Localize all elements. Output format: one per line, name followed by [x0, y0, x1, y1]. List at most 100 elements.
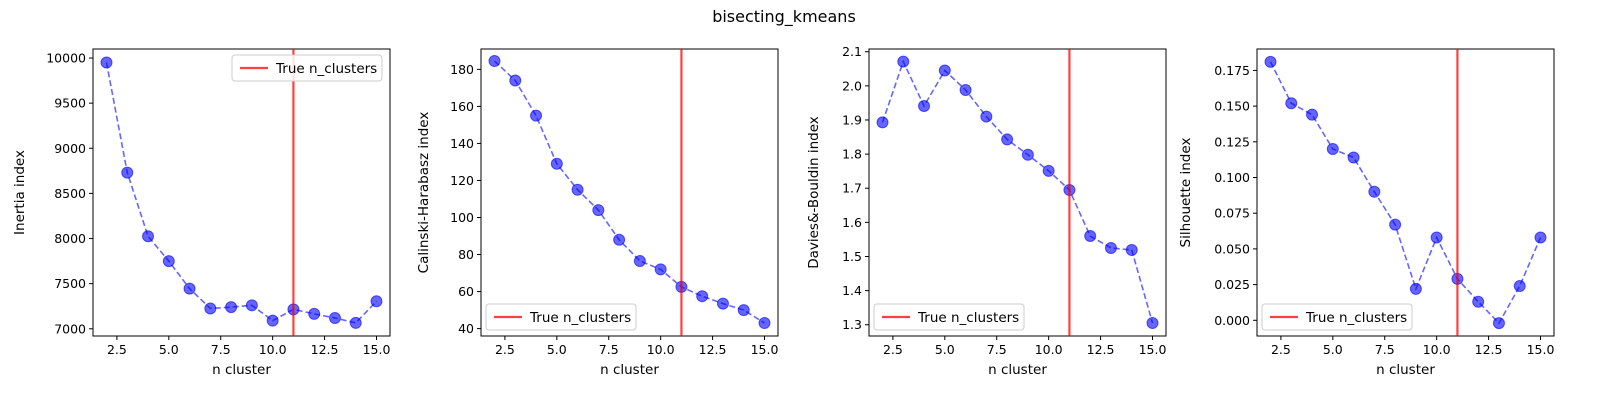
chart-2-y-tick-label: 1.9 [842, 112, 862, 127]
chart-0-data-point [121, 166, 134, 179]
chart-0-data-point [328, 311, 341, 324]
chart-3-y-tick-label: 0.050 [1214, 241, 1250, 256]
chart-2-data-point [1084, 230, 1097, 243]
chart-2-axes-frame [868, 48, 1167, 337]
chart-0-x-tick-label: 12.5 [311, 342, 339, 357]
chart-1-y-tick-label: 40 [458, 321, 474, 336]
chart-2-y-axis-label: Davies&-Bouldin index [806, 116, 822, 269]
chart-0-y-tick-label: 9500 [54, 96, 86, 111]
chart-3-x-axis-label: n cluster [1376, 362, 1435, 378]
chart-1-data-point [488, 55, 501, 68]
chart-1-legend-label: True n_clusters [529, 310, 631, 326]
chart-0-data-point [245, 299, 258, 312]
chart-1-data-point [696, 290, 709, 303]
chart-3-data-point [1306, 108, 1319, 121]
chart-2-y-tick-label: 1.7 [842, 181, 862, 196]
chart-3-x-tick-label: 2.5 [1271, 342, 1291, 357]
chart-1-y-tick-label: 160 [450, 99, 474, 114]
chart-1-data-point [737, 304, 750, 317]
chart-2-y-tick-label: 1.8 [842, 147, 862, 162]
chart-2-data-point [1001, 133, 1014, 146]
chart-0-x-axis-label: n cluster [212, 362, 271, 378]
chart-3-y-axis-label: Silhouette index [1178, 138, 1194, 248]
chart-3-x-tick-label: 7.5 [1375, 342, 1395, 357]
chart-3-data-point [1513, 280, 1526, 293]
chart-0-x-tick-label: 2.5 [107, 342, 127, 357]
chart-2-data-point [980, 110, 993, 123]
chart-2-data-point [938, 64, 951, 77]
chart-0-legend-label: True n_clusters [275, 61, 377, 77]
chart-3-y-tick-label: 0.150 [1214, 99, 1250, 114]
chart-0-data-point [308, 307, 321, 320]
chart-3-data-point [1326, 142, 1339, 155]
chart-3-axes-frame [1256, 48, 1555, 337]
chart-1-data-point [509, 74, 522, 87]
inertia-chart: 2.5 5.0 7.5 10.0 12.5 15.0 7000 7500 8000 8500 900… [12, 48, 391, 378]
chart-1-x-tick-label: 10.0 [647, 342, 675, 357]
chart-2-data-point [959, 83, 972, 96]
chart-0-y-tick-label: 8500 [54, 186, 86, 201]
chart-0-data-point [204, 302, 217, 315]
chart-2-data-point [918, 99, 931, 112]
chart-1-y-tick-label: 120 [450, 173, 474, 188]
chart-2-y-tick-label: 1.6 [842, 215, 862, 230]
chart-2-x-axis-label: n cluster [988, 362, 1047, 378]
chart-0-data-point [266, 314, 279, 327]
silhouette-chart: 2.5 5.0 7.5 10.0 12.5 15.0 0.000 0.025 0.050 0.07… [1178, 48, 1555, 378]
chart-0-legend: True n_clusters [231, 54, 383, 82]
chart-0-y-tick-label: 7000 [54, 321, 86, 336]
calinski-harabasz-chart: 2.5 5.0 7.5 10.0 12.5 15.0 40 60 80 100 120 140 160 1… [416, 48, 779, 378]
chart-3-y-tick-label: 0.100 [1214, 170, 1250, 185]
chart-3-y-tick-label: 0.075 [1214, 206, 1250, 221]
chart-1-data-point [633, 255, 646, 268]
chart-3-data-point [1472, 295, 1485, 308]
chart-1-x-tick-label: 12.5 [699, 342, 727, 357]
chart-0-y-tick-label: 7500 [54, 276, 86, 291]
chart-0-data-point [162, 255, 175, 268]
chart-2-x-tick-label: 15.0 [1139, 342, 1167, 357]
chart-2-data-point [876, 116, 889, 129]
chart-0-data-point [349, 316, 362, 329]
chart-2-y-tick-label: 1.5 [842, 249, 862, 264]
chart-2-y-tick-label: 2.0 [842, 78, 862, 93]
chart-1-data-point [654, 263, 667, 276]
chart-1-legend-box [485, 303, 637, 331]
chart-1-data-point [530, 109, 543, 122]
chart-3-y-tick-label: 0.175 [1214, 63, 1250, 78]
chart-0-y-tick-label: 8000 [54, 231, 86, 246]
chart-2-data-point [1042, 164, 1055, 177]
chart-3-data-point [1409, 282, 1422, 295]
chart-1-legend: True n_clusters [485, 303, 637, 331]
chart-3-y-tick-label: 0.125 [1214, 134, 1250, 149]
chart-3-data-point [1492, 317, 1505, 330]
chart-1-y-tick-label: 140 [450, 136, 474, 151]
chart-0-data-point [225, 301, 238, 314]
chart-3-data-point [1285, 97, 1298, 110]
chart-3-series-line [1269, 61, 1542, 325]
chart-3-x-tick-label: 12.5 [1475, 342, 1503, 357]
chart-3-y-tick-label: 0.025 [1214, 277, 1250, 292]
chart-1-y-tick-label: 60 [458, 284, 474, 299]
chart-2-y-tick-label: 2.1 [842, 44, 862, 59]
chart-2-data-point [1104, 241, 1117, 254]
chart-0-y-axis-label: Inertia index [12, 150, 28, 235]
chart-2-y-tick-label: 1.4 [842, 283, 862, 298]
chart-2-x-tick-label: 5.0 [935, 342, 955, 357]
chart-0-data-point [183, 282, 196, 295]
chart-2-legend-box [873, 303, 1025, 331]
chart-3-x-tick-label: 10.0 [1423, 342, 1451, 357]
chart-1-x-tick-label: 7.5 [599, 342, 619, 357]
davies-bouldin-chart: 2.5 5.0 7.5 10.0 12.5 15.0 1.3 1.4 1.5 1.6 1.7 1.8 1… [806, 44, 1167, 378]
chart-2-data-point [897, 55, 910, 68]
chart-3-data-point [1430, 231, 1443, 244]
chart-3-data-point [1368, 185, 1381, 198]
chart-1-y-tick-label: 100 [450, 210, 474, 225]
chart-1-y-tick-label: 80 [458, 247, 474, 262]
chart-0-x-tick-label: 5.0 [159, 342, 179, 357]
chart-2-x-tick-label: 2.5 [883, 342, 903, 357]
chart-1-data-point [571, 183, 584, 196]
chart-2-data-point [1021, 148, 1034, 161]
chart-2-y-tick-label: 1.3 [842, 317, 862, 332]
chart-1-y-tick-label: 180 [450, 62, 474, 77]
chart-0-series-line [105, 62, 378, 324]
